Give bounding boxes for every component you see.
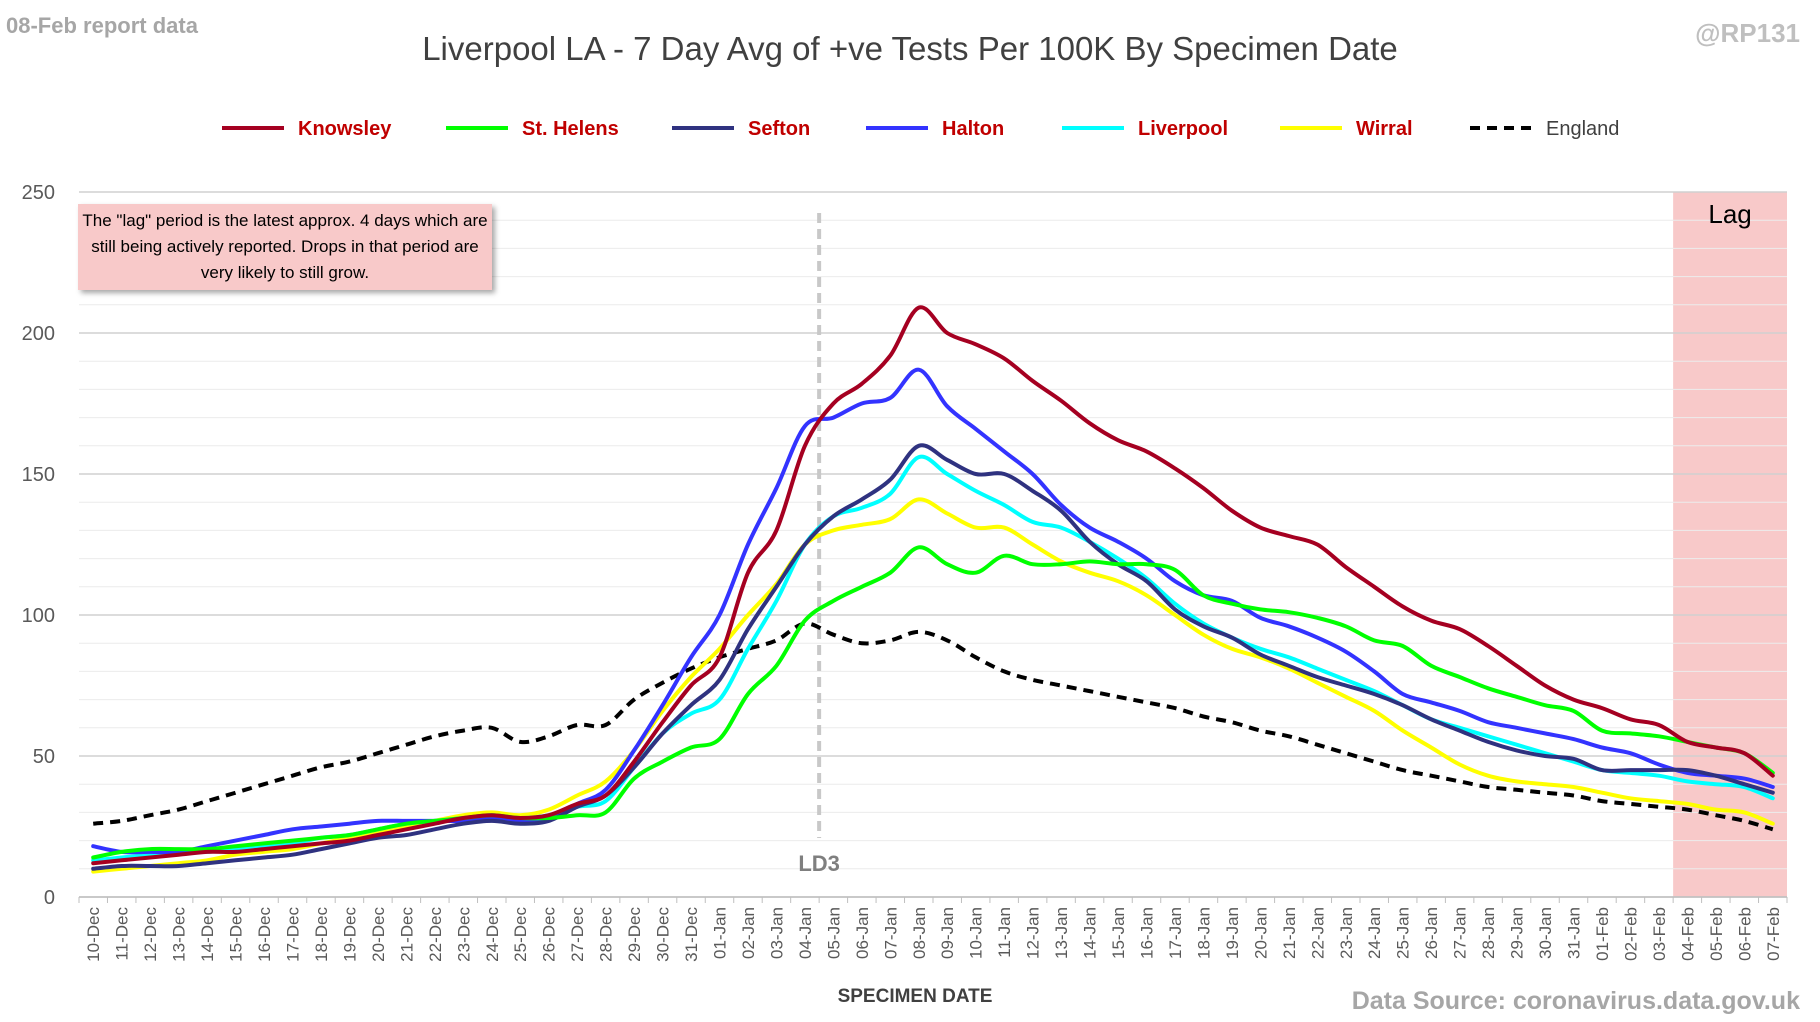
x-tick-label: 08-Jan <box>910 907 929 959</box>
x-tick-label: 28-Dec <box>597 907 616 962</box>
x-tick-label: 27-Dec <box>568 907 587 962</box>
x-tick-label: 11-Jan <box>995 907 1014 958</box>
y-tick-label: 250 <box>22 182 55 204</box>
series-line-st-helens <box>91 545 1775 860</box>
x-tick-label: 21-Dec <box>397 907 416 962</box>
x-tick-label: 05-Feb <box>1707 907 1726 961</box>
x-tick-label: 24-Jan <box>1365 907 1384 959</box>
series-line-halton <box>91 367 1775 855</box>
data-source: Data Source: coronavirus.data.gov.uk <box>1352 987 1800 1015</box>
x-tick-label: 22-Jan <box>1308 907 1327 959</box>
series-line-knowsley <box>91 305 1775 866</box>
x-tick-label: 01-Feb <box>1593 907 1612 961</box>
legend-label-wirral: Wirral <box>1356 118 1413 140</box>
series-line-sefton <box>91 443 1775 871</box>
x-tick-label: 07-Jan <box>881 907 900 959</box>
y-tick-label: 100 <box>22 605 55 627</box>
x-tick-label: 13-Dec <box>170 907 189 962</box>
legend-label-england: England <box>1546 118 1619 140</box>
x-tick-label: 01-Jan <box>711 907 730 959</box>
x-tick-label: 07-Feb <box>1764 907 1783 961</box>
x-tick-label: 13-Jan <box>1052 907 1071 959</box>
series-line-wirral <box>91 497 1775 874</box>
x-tick-label: 31-Dec <box>682 907 701 962</box>
x-tick-label: 20-Jan <box>1251 907 1270 959</box>
lag-note-text: The "lag" period is the latest approx. 4… <box>82 211 488 282</box>
x-tick-label: 04-Feb <box>1678 907 1697 961</box>
x-tick-label: 29-Dec <box>625 907 644 962</box>
x-tick-label: 24-Dec <box>483 907 502 962</box>
x-tick-label: 26-Jan <box>1422 907 1441 959</box>
x-tick-label: 29-Jan <box>1508 907 1527 959</box>
lag-note-box: The "lag" period is the latest approx. 4… <box>78 204 492 290</box>
x-tick-label: 14-Dec <box>198 907 217 962</box>
legend-label-st-helens: St. Helens <box>522 118 619 140</box>
x-tick-label: 04-Jan <box>796 907 815 959</box>
x-tick-label: 05-Jan <box>824 907 843 959</box>
lockdown-label: LD3 <box>798 851 840 876</box>
x-tick-label: 06-Feb <box>1735 907 1754 961</box>
x-tick-label: 31-Jan <box>1565 907 1584 959</box>
x-tick-label: 19-Dec <box>340 907 359 962</box>
x-tick-label: 23-Dec <box>454 907 473 962</box>
x-tick-label: 16-Dec <box>255 907 274 962</box>
y-tick-label: 0 <box>44 887 55 909</box>
legend-label-halton: Halton <box>942 118 1004 140</box>
x-tick-label: 11-Dec <box>113 907 132 961</box>
lag-label: Lag <box>1708 199 1751 229</box>
x-tick-label: 25-Jan <box>1394 907 1413 959</box>
x-tick-label: 15-Dec <box>227 907 246 962</box>
legend-label-sefton: Sefton <box>748 118 810 140</box>
y-tick-label: 150 <box>22 464 55 486</box>
x-tick-label: 03-Jan <box>767 907 786 959</box>
x-tick-label: 10-Dec <box>84 907 103 962</box>
author-handle: @RP131 <box>1695 18 1800 48</box>
x-tick-label: 16-Jan <box>1138 907 1157 959</box>
y-tick-label: 200 <box>22 323 55 345</box>
legend-label-liverpool: Liverpool <box>1138 118 1228 140</box>
x-tick-label: 23-Jan <box>1337 907 1356 959</box>
x-tick-label: 06-Jan <box>853 907 872 959</box>
x-tick-label: 12-Jan <box>1024 907 1043 959</box>
x-axis-title: SPECIMEN DATE <box>838 986 993 1007</box>
x-tick-label: 25-Dec <box>511 907 530 962</box>
x-tick-label: 09-Jan <box>938 907 957 959</box>
y-tick-label: 50 <box>33 746 55 768</box>
x-tick-label: 14-Jan <box>1081 907 1100 959</box>
x-tick-label: 27-Jan <box>1451 907 1470 959</box>
x-tick-label: 26-Dec <box>540 907 559 962</box>
x-tick-label: 18-Dec <box>312 907 331 962</box>
x-tick-label: 02-Jan <box>739 907 758 959</box>
x-tick-label: 21-Jan <box>1280 907 1299 959</box>
x-tick-label: 18-Jan <box>1194 907 1213 959</box>
series-line-england <box>92 621 1774 832</box>
legend-label-knowsley: Knowsley <box>298 118 392 140</box>
x-tick-label: 03-Feb <box>1650 907 1669 961</box>
series-line-liverpool <box>91 454 1775 863</box>
x-tick-label: 17-Dec <box>284 907 303 962</box>
x-tick-label: 22-Dec <box>426 907 445 962</box>
x-tick-label: 02-Feb <box>1621 907 1640 961</box>
chart-title: Liverpool LA - 7 Day Avg of +ve Tests Pe… <box>422 30 1398 67</box>
x-tick-label: 15-Jan <box>1109 907 1128 959</box>
x-tick-label: 30-Dec <box>654 907 673 962</box>
x-tick-label: 19-Jan <box>1223 907 1242 959</box>
x-tick-label: 17-Jan <box>1166 907 1185 959</box>
x-tick-label: 10-Jan <box>967 907 986 959</box>
x-tick-label: 28-Jan <box>1479 907 1498 959</box>
report-label: 08-Feb report data <box>6 13 199 38</box>
x-tick-label: 30-Jan <box>1536 907 1555 959</box>
x-tick-label: 20-Dec <box>369 907 388 962</box>
x-tick-label: 12-Dec <box>141 907 160 962</box>
